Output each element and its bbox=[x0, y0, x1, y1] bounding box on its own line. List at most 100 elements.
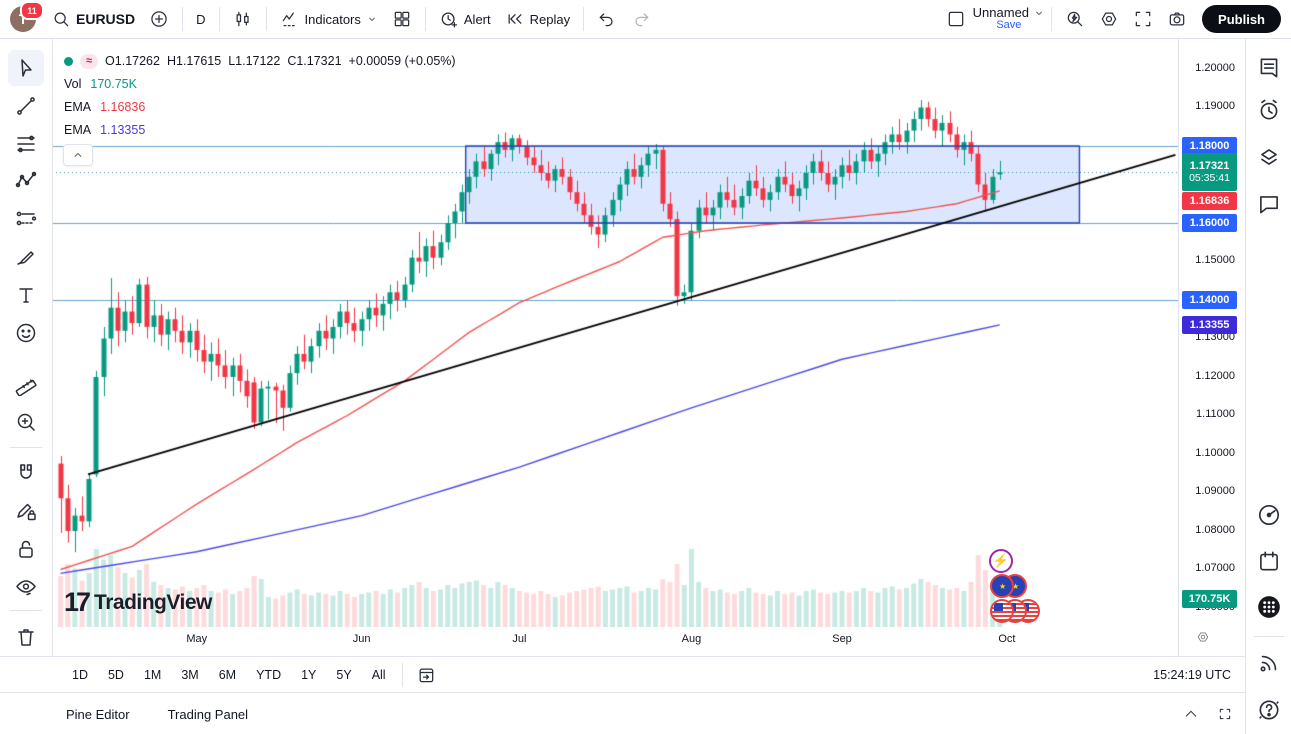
axis-settings-gear-icon[interactable] bbox=[1196, 630, 1210, 644]
server-clock[interactable]: 15:24:19 UTC bbox=[1153, 668, 1231, 682]
drawing-lock-tool-button[interactable] bbox=[8, 493, 44, 529]
brush-tool-button[interactable] bbox=[8, 239, 44, 275]
snapshot-button[interactable] bbox=[1160, 4, 1194, 34]
series-toggle-dot[interactable] bbox=[64, 57, 73, 66]
range-5d-button[interactable]: 5D bbox=[100, 664, 132, 686]
price-label-badge: 1.13355 bbox=[1182, 316, 1237, 334]
legend-collapse-button[interactable] bbox=[63, 144, 93, 166]
watchlist-panel-button[interactable] bbox=[1253, 52, 1285, 84]
price-tick: 1.08000 bbox=[1195, 524, 1235, 536]
undo-button[interactable] bbox=[590, 4, 624, 34]
economic-event-group[interactable]: ⚡ bbox=[989, 549, 1013, 573]
alert-button[interactable]: Alert bbox=[432, 4, 498, 34]
ohlc-close: C1.17321 bbox=[287, 54, 342, 68]
price-label-badge: 1.16836 bbox=[1182, 192, 1237, 210]
range-ytd-button[interactable]: YTD bbox=[248, 664, 289, 686]
forecast-tool-button[interactable] bbox=[8, 201, 44, 237]
pattern-icon bbox=[14, 169, 38, 193]
ohlc-high: H1.17615 bbox=[166, 54, 222, 68]
chart-legend: ≈ O1.17262 H1.17615 L1.17122 C1.17321 +0… bbox=[64, 50, 456, 142]
zoom-in-tool-button[interactable] bbox=[8, 404, 44, 440]
trading-panel-tab[interactable]: Trading Panel bbox=[158, 701, 258, 728]
save-layout-control[interactable]: Unnamed Save bbox=[973, 6, 1045, 32]
economic-event-group[interactable] bbox=[990, 599, 1042, 625]
help-icon bbox=[1256, 697, 1282, 723]
range-5y-button[interactable]: 5Y bbox=[328, 664, 359, 686]
time-axis-month-label: Oct bbox=[998, 633, 1016, 645]
plus-circle-icon bbox=[149, 9, 169, 29]
screener-panel-button[interactable] bbox=[1253, 499, 1285, 531]
toolbar-separator bbox=[1051, 7, 1053, 31]
tradingview-logo-glyph: 17 bbox=[64, 587, 91, 617]
layout-square-icon bbox=[946, 9, 966, 29]
drawing-toolbar bbox=[0, 38, 53, 695]
chart-style-button[interactable] bbox=[226, 4, 260, 34]
redo-icon bbox=[631, 9, 651, 29]
range-1d-button[interactable]: 1D bbox=[64, 664, 96, 686]
fib-retracement-tool-button[interactable] bbox=[8, 126, 44, 162]
redo-button[interactable] bbox=[624, 4, 658, 34]
magnet-tool-button[interactable] bbox=[8, 455, 44, 491]
pine-editor-tab[interactable]: Pine Editor bbox=[56, 701, 140, 728]
time-axis[interactable]: May Jun Jul Aug Sep Oct bbox=[52, 627, 1178, 656]
chevron-down-icon bbox=[366, 13, 378, 25]
layers-panel-button[interactable] bbox=[1253, 141, 1285, 173]
trend-line-tool-button[interactable] bbox=[8, 88, 44, 124]
save-link[interactable]: Save bbox=[996, 19, 1022, 31]
indicators-button[interactable]: Indicators bbox=[273, 4, 385, 34]
measure-tool-button[interactable] bbox=[8, 366, 44, 402]
text-tool-button[interactable] bbox=[8, 277, 44, 313]
time-axis-month-label: Sep bbox=[832, 633, 852, 645]
quick-search-button[interactable] bbox=[1058, 4, 1092, 34]
smiley-icon bbox=[14, 321, 38, 345]
cursor-tool-button[interactable] bbox=[8, 50, 44, 86]
price-axis[interactable]: 1.20000 1.19000 1.15000 1.13000 1.12000 1.110… bbox=[1178, 38, 1241, 656]
price-label-badge: 1.18000 bbox=[1182, 137, 1237, 155]
go-to-date-button[interactable] bbox=[409, 660, 443, 690]
economic-event-group[interactable] bbox=[990, 574, 1030, 600]
replay-button[interactable]: Replay bbox=[498, 4, 577, 34]
publish-button[interactable]: Publish bbox=[1202, 5, 1281, 33]
range-all-button[interactable]: All bbox=[364, 664, 394, 686]
price-chart-canvas[interactable] bbox=[52, 38, 1178, 627]
price-tick: 1.20000 bbox=[1195, 62, 1235, 74]
symbol-search-button[interactable]: EURUSD bbox=[44, 4, 142, 34]
panel-expand-icon[interactable] bbox=[1217, 706, 1233, 722]
help-button-button[interactable] bbox=[1253, 694, 1285, 726]
price-tick: 1.12000 bbox=[1195, 370, 1235, 382]
delayed-data-badge: ≈ bbox=[80, 54, 99, 69]
price-tick: 1.10000 bbox=[1195, 447, 1235, 459]
candles-icon bbox=[233, 9, 253, 29]
settings-gear-icon bbox=[1099, 9, 1119, 29]
alerts-panel-button[interactable] bbox=[1253, 94, 1285, 126]
indicator-templates-button[interactable] bbox=[385, 4, 419, 34]
compare-add-button[interactable] bbox=[142, 4, 176, 34]
toolbar-right: Unnamed Save Publish bbox=[939, 0, 1291, 38]
remove-drawings-tool-button[interactable] bbox=[8, 619, 44, 655]
range-1y-button[interactable]: 1Y bbox=[293, 664, 324, 686]
settings-button[interactable] bbox=[1092, 4, 1126, 34]
broadcast-panel-button[interactable] bbox=[1253, 647, 1285, 679]
trash-icon bbox=[14, 625, 38, 649]
layout-select-button[interactable] bbox=[939, 4, 973, 34]
fullscreen-button[interactable] bbox=[1126, 4, 1160, 34]
emoji-tool-button[interactable] bbox=[8, 315, 44, 351]
panel-chevron-up-icon[interactable] bbox=[1183, 706, 1199, 722]
watchlist-icon bbox=[1256, 55, 1282, 81]
lightning-event-icon: ⚡ bbox=[989, 549, 1013, 573]
price-tick: 1.19000 bbox=[1195, 100, 1235, 112]
range-3m-button[interactable]: 3M bbox=[173, 664, 206, 686]
apps-grid-button[interactable] bbox=[1253, 591, 1285, 623]
pattern-tool-button[interactable] bbox=[8, 163, 44, 199]
range-6m-button[interactable]: 6M bbox=[211, 664, 244, 686]
user-avatar[interactable]: T 11 bbox=[10, 1, 44, 32]
calendar-panel-button[interactable] bbox=[1253, 545, 1285, 577]
legend-ema1-row: EMA 1.16836 bbox=[64, 96, 456, 119]
chat-panel-button[interactable] bbox=[1253, 188, 1285, 220]
indicators-icon bbox=[280, 9, 300, 29]
interval-button[interactable]: D bbox=[189, 4, 212, 34]
lock-all-tool-button[interactable] bbox=[8, 531, 44, 567]
rail-divider bbox=[10, 610, 42, 611]
hide-drawings-tool-button[interactable] bbox=[8, 569, 44, 605]
range-1m-button[interactable]: 1M bbox=[136, 664, 169, 686]
